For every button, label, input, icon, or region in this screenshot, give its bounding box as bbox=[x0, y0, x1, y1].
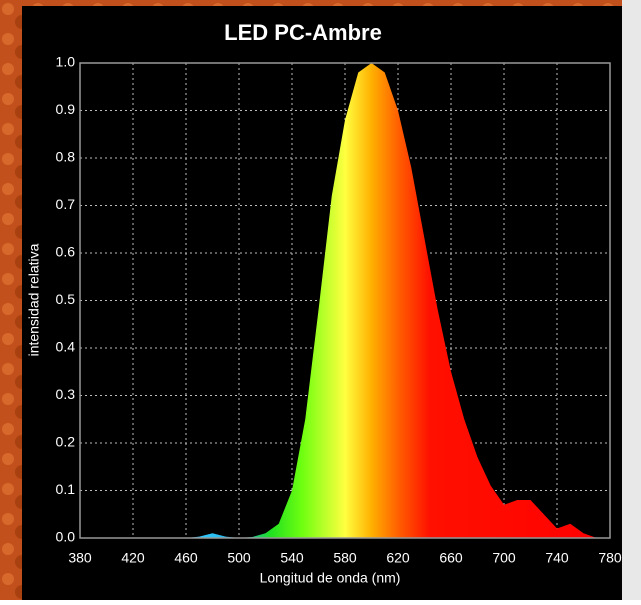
x-tick-label: 660 bbox=[439, 550, 463, 566]
x-tick-label: 580 bbox=[333, 550, 357, 566]
y-tick-label: 0.7 bbox=[56, 196, 76, 212]
x-axis-label: Longitud de onda (nm) bbox=[260, 570, 401, 586]
x-tick-label: 500 bbox=[227, 550, 251, 566]
y-tick-label: 0.4 bbox=[56, 339, 76, 355]
x-tick-label: 420 bbox=[121, 550, 145, 566]
y-tick-label: 1.0 bbox=[56, 54, 76, 70]
y-tick-label: 0.8 bbox=[56, 149, 76, 165]
x-tick-label: 460 bbox=[174, 550, 198, 566]
y-tick-label: 0.6 bbox=[56, 244, 76, 260]
y-tick-label: 0.0 bbox=[56, 529, 76, 545]
y-tick-label: 0.2 bbox=[56, 434, 76, 450]
plot: 0.0 0.1 0.2 0.3 0.4 0.5 0.6 0.7 0.8 0.9 1.0 380 420 4… bbox=[56, 54, 622, 566]
y-tick-label: 0.3 bbox=[56, 386, 76, 402]
edge bbox=[622, 0, 641, 600]
x-tick-label: 740 bbox=[545, 550, 569, 566]
y-tick-label: 0.5 bbox=[56, 291, 76, 307]
x-tick-label: 380 bbox=[68, 550, 92, 566]
y-tick-label: 0.9 bbox=[56, 101, 76, 117]
plot-frame bbox=[79, 62, 611, 539]
x-tick-label: 780 bbox=[598, 550, 622, 566]
x-tick-label: 540 bbox=[280, 550, 304, 566]
chart-title: LED PC-Ambre bbox=[224, 20, 382, 45]
x-tick-label: 700 bbox=[492, 550, 516, 566]
y-tick-label: 0.1 bbox=[56, 481, 76, 497]
x-tick-label: 620 bbox=[386, 550, 410, 566]
y-axis-label: intensidad relativa bbox=[26, 243, 42, 356]
spectrum-area bbox=[80, 63, 597, 538]
